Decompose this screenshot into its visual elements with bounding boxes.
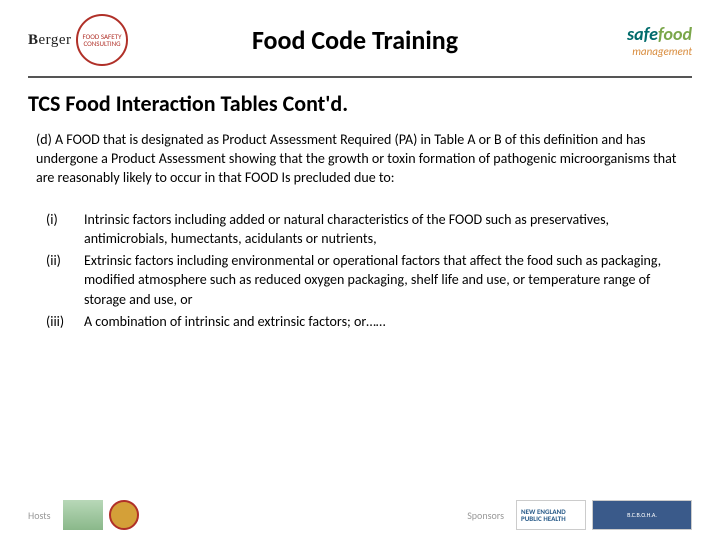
sponsors-label: Sponsors <box>467 509 504 522</box>
list-text: A combination of intrinsic and extrinsic… <box>76 312 684 332</box>
host-logo-2-icon <box>109 500 139 530</box>
list-item: (ii) Extrinsic factors including environ… <box>46 251 684 310</box>
safefood-wordmark: safefood <box>562 23 692 45</box>
list-text: Intrinsic factors including added or nat… <box>76 210 684 249</box>
berger-badge-text: FOOD SAFETY CONSULTING <box>78 33 126 47</box>
list-item: (iii) A combination of intrinsic and ext… <box>46 312 684 332</box>
header: Berger FOOD SAFETY CONSULTING Food Code … <box>28 20 692 60</box>
slide: Berger FOOD SAFETY CONSULTING Food Code … <box>0 0 720 540</box>
footer: Hosts Sponsors NEW ENGLAND PUBLIC HEALTH… <box>28 500 692 530</box>
hosts-label: Hosts <box>28 509 51 522</box>
divider <box>28 76 692 78</box>
host-logo-1-icon <box>63 500 103 530</box>
paragraph-d: (d) A FOOD that is designated as Product… <box>36 131 684 188</box>
list-num: (iii) <box>46 312 76 332</box>
sponsor-logo-neph: NEW ENGLAND PUBLIC HEALTH <box>516 500 586 530</box>
list-item: (i) Intrinsic factors including added or… <box>46 210 684 249</box>
berger-wordmark: Berger <box>28 32 72 49</box>
logo-berger: Berger FOOD SAFETY CONSULTING <box>28 20 148 60</box>
sponsor-logo-bcboha: B.C.B.O.H.A. <box>592 500 692 530</box>
footer-sponsors: Sponsors NEW ENGLAND PUBLIC HEALTH B.C.B… <box>467 500 692 530</box>
list-num: (i) <box>46 210 76 249</box>
berger-badge-icon: FOOD SAFETY CONSULTING <box>76 14 128 66</box>
footer-hosts: Hosts <box>28 500 139 530</box>
logo-safefood: safefood management <box>562 23 692 58</box>
list-num: (ii) <box>46 251 76 310</box>
factor-list: (i) Intrinsic factors including added or… <box>46 210 684 332</box>
page-title: Food Code Training <box>148 24 562 56</box>
safefood-subtext: management <box>562 45 692 58</box>
section-subtitle: TCS Food Interaction Tables Cont'd. <box>28 90 692 117</box>
list-text: Extrinsic factors including environmenta… <box>76 251 684 310</box>
